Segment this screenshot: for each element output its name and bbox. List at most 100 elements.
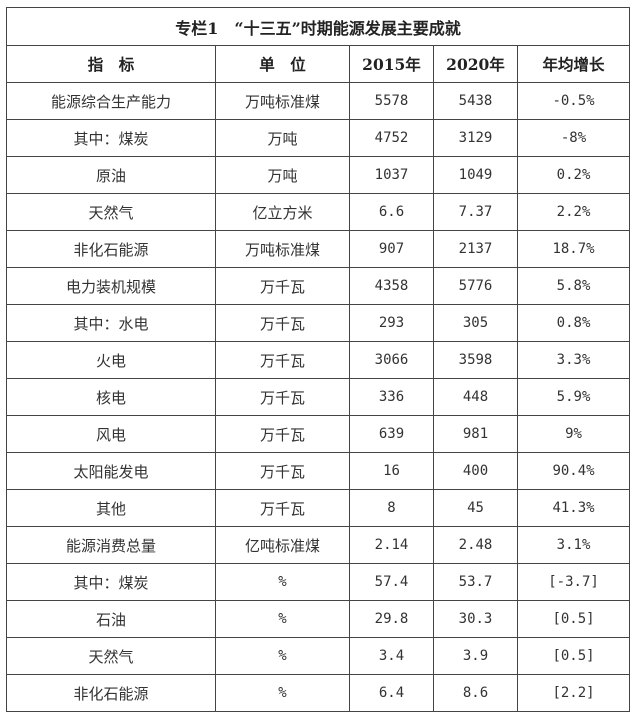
growth-cell: 0.8% (516, 304, 631, 342)
table-row: 太阳能发电 万千瓦 16 400 90.4% (6, 452, 631, 490)
unit-cell: 万千瓦 (215, 378, 350, 416)
indicator-cell: 太阳能发电 (6, 452, 216, 490)
table-row: 天然气 亿立方米 6.6 7.37 2.2% (6, 193, 631, 231)
value-2015-cell: 639 (349, 415, 434, 453)
indicator-cell: 核电 (6, 378, 216, 416)
table-row: 石油% 29.8 30.3 [0.5] (6, 600, 631, 638)
table-row: 能源综合生产能力 万吨标准煤 5578 5438 -0.5% (6, 82, 631, 120)
unit-cell: % (215, 600, 350, 638)
value-2015-cell: 3.4 (349, 637, 434, 675)
table-row: 其中：煤炭 万吨 4752 3129 -8% (6, 119, 631, 157)
indicator-cell: 原油 (6, 156, 216, 194)
growth-cell: 41.3% (516, 489, 631, 527)
value-2015-cell: 5578 (349, 82, 434, 120)
header-indicator: 指 标 (6, 45, 216, 83)
indicator-cell: 天然气 (6, 637, 216, 675)
unit-cell: 亿立方米 (215, 193, 350, 231)
value-2020-cell: 53.7 (433, 563, 518, 601)
growth-cell: -8% (516, 119, 631, 157)
value-2015-cell: 8 (349, 489, 434, 527)
indicator-cell: 非化石能源 (6, 674, 216, 712)
header-2020: 2020年 (433, 45, 518, 83)
value-2020-cell: 45 (433, 489, 518, 527)
indicator-cell: 风电 (6, 415, 216, 453)
value-2020-cell: 8.6 (433, 674, 518, 712)
value-2020-cell: 30.3 (433, 600, 518, 638)
unit-cell: % (215, 637, 350, 675)
value-2015-cell: 1037 (349, 156, 434, 194)
value-2015-cell: 57.4 (349, 563, 434, 601)
header-growth: 年均增长 (516, 45, 631, 83)
table-row: 电力装机规模 万千瓦 4358 5776 5.8% (6, 267, 631, 305)
indicator-cell: 火电 (6, 341, 216, 379)
growth-cell: [2.2] (516, 674, 631, 712)
table-row: 风电 万千瓦 639 981 9% (6, 415, 631, 453)
value-2020-cell: 3.9 (433, 637, 518, 675)
value-2020-cell: 7.37 (433, 193, 518, 231)
value-2020-cell: 3598 (433, 341, 518, 379)
unit-cell: % (215, 563, 350, 601)
unit-cell: 万千瓦 (215, 267, 350, 305)
value-2020-cell: 2.48 (433, 526, 518, 564)
value-2015-cell: 907 (349, 230, 434, 268)
growth-cell: 2.2% (516, 193, 631, 231)
header-unit: 单 位 (215, 45, 350, 83)
value-2020-cell: 3129 (433, 119, 518, 157)
value-2015-cell: 4752 (349, 119, 434, 157)
unit-cell: % (215, 674, 350, 712)
growth-cell: [0.5] (516, 600, 631, 638)
value-2020-cell: 448 (433, 378, 518, 416)
indicator-cell: 天然气 (6, 193, 216, 231)
indicator-cell: 其中：水电 (6, 304, 216, 342)
growth-cell: 90.4% (516, 452, 631, 490)
table-title: 专栏1 “十三五”时期能源发展主要成就 (5, 7, 631, 46)
indicator-cell: 非化石能源 (6, 230, 216, 268)
indicator-cell: 能源综合生产能力 (6, 82, 216, 120)
value-2015-cell: 2.14 (349, 526, 434, 564)
growth-cell: 3.1% (516, 526, 631, 564)
value-2015-cell: 3066 (349, 341, 434, 379)
table-row: 核电 万千瓦 336 448 5.9% (6, 378, 631, 416)
unit-cell: 万吨标准煤 (215, 82, 350, 120)
unit-cell: 万千瓦 (215, 341, 350, 379)
unit-cell: 万千瓦 (215, 304, 350, 342)
unit-cell: 万吨 (215, 119, 350, 157)
unit-cell: 万吨标准煤 (215, 230, 350, 268)
table-row: 能源消费总量 亿吨标准煤 2.14 2.48 3.1% (6, 526, 631, 564)
value-2015-cell: 16 (349, 452, 434, 490)
growth-cell: 9% (516, 415, 631, 453)
indicator-cell: 能源消费总量 (6, 526, 216, 564)
growth-cell: 5.9% (516, 378, 631, 416)
value-2015-cell: 293 (349, 304, 434, 342)
growth-cell: -0.5% (516, 82, 631, 120)
growth-cell: [0.5] (516, 637, 631, 675)
unit-cell: 万千瓦 (215, 415, 350, 453)
header-2015: 2015年 (349, 45, 434, 83)
unit-cell: 亿吨标准煤 (215, 526, 350, 564)
value-2020-cell: 305 (433, 304, 518, 342)
table-row: 火电 万千瓦 3066 3598 3.3% (6, 341, 631, 379)
growth-cell: 3.3% (516, 341, 631, 379)
table-title-row: 专栏1 “十三五”时期能源发展主要成就 (5, 7, 631, 46)
value-2020-cell: 5438 (433, 82, 518, 120)
table-row: 非化石能源 万吨标准煤 907 2137 18.7% (6, 230, 631, 268)
value-2020-cell: 981 (433, 415, 518, 453)
unit-cell: 万吨 (215, 156, 350, 194)
table-row: 原油 万吨 1037 1049 0.2% (6, 156, 631, 194)
unit-cell: 万千瓦 (215, 489, 350, 527)
value-2020-cell: 5776 (433, 267, 518, 305)
growth-cell: 5.8% (516, 267, 631, 305)
indicator-cell: 石油 (6, 600, 216, 638)
growth-cell: 0.2% (516, 156, 631, 194)
table-row: 其中：煤炭% 57.4 53.7 [-3.7] (6, 563, 631, 601)
header-row: 指 标 单 位 2015年 2020年 年均增长 (6, 45, 631, 83)
value-2015-cell: 6.4 (349, 674, 434, 712)
unit-cell: 万千瓦 (215, 452, 350, 490)
value-2020-cell: 400 (433, 452, 518, 490)
table-row: 天然气% 3.4 3.9 [0.5] (6, 637, 631, 675)
indicator-cell: 其中：煤炭 (6, 119, 216, 157)
indicator-cell: 其他 (6, 489, 216, 527)
value-2015-cell: 6.6 (349, 193, 434, 231)
growth-cell: 18.7% (516, 230, 631, 268)
table-row: 其他 万千瓦 8 45 41.3% (6, 489, 631, 527)
